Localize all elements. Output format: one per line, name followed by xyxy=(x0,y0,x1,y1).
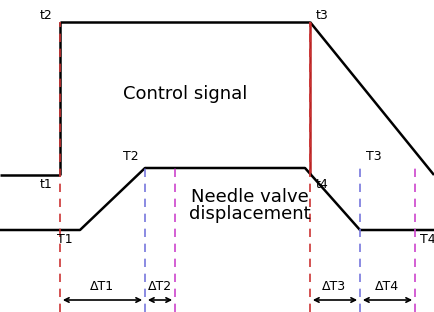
Text: displacement: displacement xyxy=(189,205,311,223)
Text: ΔT2: ΔT2 xyxy=(148,280,172,293)
Text: ΔT4: ΔT4 xyxy=(375,280,399,293)
Text: T1: T1 xyxy=(57,233,73,246)
Text: ΔT1: ΔT1 xyxy=(90,280,114,293)
Text: T4: T4 xyxy=(420,233,434,246)
Text: ΔT3: ΔT3 xyxy=(322,280,346,293)
Text: t3: t3 xyxy=(316,9,329,22)
Text: T3: T3 xyxy=(366,150,381,163)
Text: t2: t2 xyxy=(39,9,52,22)
Text: Control signal: Control signal xyxy=(123,85,247,103)
Text: Needle valve: Needle valve xyxy=(191,188,309,206)
Text: t4: t4 xyxy=(316,178,329,191)
Text: T2: T2 xyxy=(123,150,139,163)
Text: t1: t1 xyxy=(39,178,52,191)
